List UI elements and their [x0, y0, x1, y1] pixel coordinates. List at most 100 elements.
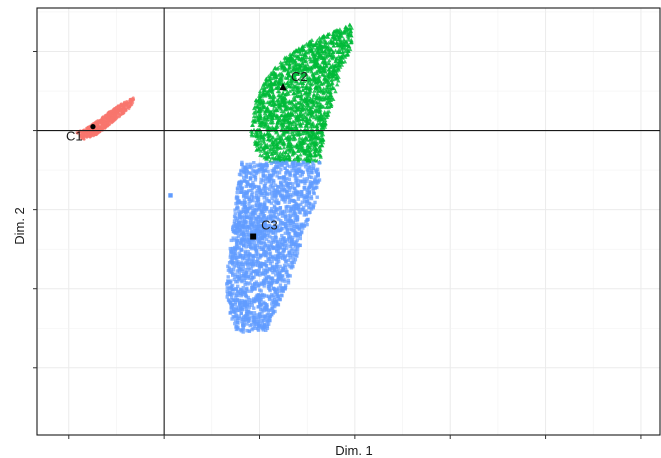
point-2 [230, 262, 235, 266]
point-1 [326, 83, 331, 87]
point-2 [238, 287, 243, 291]
point-1 [267, 147, 273, 152]
point-2 [248, 242, 253, 246]
point-1 [298, 103, 303, 108]
point-2 [270, 236, 274, 240]
point-1 [278, 150, 283, 155]
point-2 [259, 234, 263, 238]
point-2 [237, 225, 241, 229]
point-1 [323, 55, 329, 60]
point-2 [230, 283, 235, 288]
point-1 [258, 113, 263, 118]
point-1 [286, 116, 292, 121]
point-2 [243, 262, 247, 266]
point-2 [262, 250, 266, 254]
point-2 [242, 175, 246, 180]
point-2 [289, 261, 294, 265]
point-1 [284, 81, 290, 86]
point-2 [289, 235, 293, 239]
point-1 [265, 108, 270, 112]
point-2 [281, 227, 285, 231]
point-2 [242, 198, 247, 203]
point-2 [245, 215, 249, 219]
point-2 [259, 166, 264, 170]
point-2 [269, 230, 273, 234]
point-2 [277, 289, 282, 293]
point-2 [255, 195, 259, 200]
point-2 [233, 318, 238, 323]
point-1 [323, 61, 328, 66]
point-2 [258, 311, 262, 316]
point-2 [262, 233, 266, 237]
point-2 [260, 224, 264, 228]
point-2 [236, 316, 240, 320]
point-2 [291, 254, 295, 258]
point-1 [291, 73, 297, 77]
point-2 [295, 170, 299, 175]
point-2 [289, 242, 293, 246]
point-2 [292, 260, 296, 265]
point-1 [335, 66, 340, 71]
point-2 [301, 160, 305, 165]
point-2 [307, 173, 311, 177]
point-2 [283, 200, 287, 204]
point-1 [304, 90, 309, 95]
point-1 [335, 49, 341, 54]
point-2 [260, 324, 264, 328]
point-1 [348, 29, 353, 34]
point-2 [242, 303, 247, 307]
point-2 [295, 225, 300, 230]
point-2 [275, 224, 280, 228]
point-2 [231, 236, 235, 240]
point-2 [286, 278, 291, 283]
point-2 [252, 275, 256, 279]
point-2 [310, 184, 314, 188]
point-2 [291, 193, 295, 197]
point-1 [294, 125, 299, 130]
point-2 [288, 186, 293, 190]
point-0 [106, 124, 110, 128]
point-2 [286, 263, 290, 267]
point-1 [309, 153, 314, 158]
point-2 [271, 214, 276, 218]
point-2 [293, 160, 297, 165]
point-2 [274, 254, 278, 258]
point-1 [327, 31, 332, 36]
point-2 [276, 255, 280, 259]
point-2 [233, 292, 237, 296]
point-1 [313, 112, 319, 117]
point-2 [249, 221, 253, 226]
point-2 [246, 274, 251, 278]
point-2 [274, 288, 279, 293]
point-1 [316, 54, 321, 59]
point-2 [234, 311, 238, 315]
point-2 [242, 219, 247, 224]
point-2 [275, 207, 279, 211]
point-2 [281, 250, 285, 255]
point-1 [310, 82, 315, 86]
point-1 [280, 100, 285, 105]
point-1 [257, 102, 262, 107]
point-1 [282, 102, 288, 107]
point-1 [259, 86, 265, 91]
point-2 [274, 166, 278, 170]
point-2 [292, 205, 296, 209]
point-2 [271, 310, 275, 314]
point-1 [311, 102, 316, 107]
point-2 [295, 176, 299, 180]
point-2 [283, 239, 288, 244]
point-2 [293, 199, 297, 203]
point-1 [268, 116, 273, 121]
point-1 [302, 131, 307, 135]
point-2 [242, 200, 246, 205]
point-1 [315, 124, 320, 129]
point-2 [286, 258, 291, 263]
point-2 [252, 240, 256, 244]
point-1 [311, 42, 316, 47]
point-1 [324, 79, 329, 84]
point-2 [276, 275, 281, 279]
point-1 [334, 56, 340, 61]
point-0 [124, 107, 128, 111]
point-1 [317, 110, 322, 115]
point-2 [262, 222, 267, 226]
